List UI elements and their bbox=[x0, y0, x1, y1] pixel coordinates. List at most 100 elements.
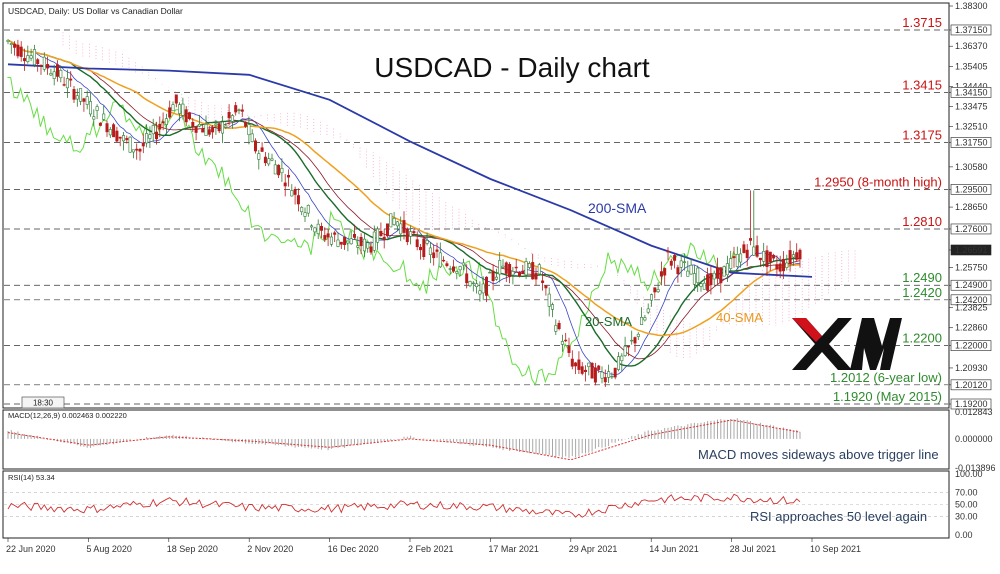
macd-tick-label: -0.013896 bbox=[955, 463, 996, 473]
candle-body bbox=[105, 123, 109, 133]
candle-body bbox=[686, 270, 690, 277]
date-tick-label: 18 Sep 2020 bbox=[167, 544, 218, 554]
logo-red-accent bbox=[792, 318, 822, 342]
candle-body bbox=[214, 123, 218, 126]
candle-body bbox=[669, 260, 673, 266]
candle-body bbox=[343, 236, 347, 246]
rsi-tick-label: 100.00 bbox=[955, 469, 983, 479]
candle-body bbox=[181, 103, 185, 116]
candle-body bbox=[174, 94, 178, 104]
candle-body bbox=[244, 121, 248, 127]
macd-note: MACD moves sideways above trigger line bbox=[698, 447, 939, 462]
candle-body bbox=[102, 113, 106, 120]
candle-body bbox=[785, 262, 789, 268]
candle-body bbox=[72, 89, 76, 100]
candle-body bbox=[623, 345, 627, 356]
price-tick-box bbox=[950, 87, 992, 98]
candle-body bbox=[323, 235, 327, 240]
candle-body bbox=[49, 73, 53, 76]
candle-body bbox=[646, 308, 650, 313]
candle-body bbox=[385, 223, 389, 237]
candle-body bbox=[725, 263, 729, 276]
level-label: 1.2012 (6-year low) bbox=[830, 370, 942, 385]
candle-body bbox=[590, 362, 594, 379]
price-tick-label: 1.25750 bbox=[955, 263, 988, 273]
price-tick-label: 1.34150 bbox=[955, 87, 988, 97]
logo-m-shape bbox=[850, 318, 902, 370]
candle-body bbox=[438, 252, 442, 268]
candle-body bbox=[306, 205, 310, 214]
candle-body bbox=[468, 281, 472, 287]
rsi-title: RSI(14) 53.34 bbox=[8, 473, 55, 482]
candle-body bbox=[544, 285, 548, 289]
candle-body bbox=[207, 129, 211, 135]
candle-body bbox=[550, 304, 554, 310]
candle-body bbox=[131, 149, 135, 153]
candle-body bbox=[461, 262, 465, 266]
sma200-label: 200-SMA bbox=[588, 200, 647, 216]
candle-body bbox=[422, 238, 426, 257]
candle-body bbox=[682, 261, 686, 263]
candle-body bbox=[702, 282, 706, 290]
candle-body bbox=[52, 71, 56, 79]
candle-body bbox=[465, 273, 469, 284]
price-tick-box bbox=[950, 340, 992, 351]
level-label: 1.2200 bbox=[902, 331, 942, 346]
macd-panel-frame bbox=[2, 409, 950, 470]
candle-body bbox=[310, 225, 314, 228]
level-labels: 1.3715 1.3415 1.3175 1.2950 (8-month high) 1… bbox=[814, 15, 942, 404]
candle-body bbox=[356, 245, 360, 248]
candle-body bbox=[762, 251, 766, 262]
candle-body bbox=[161, 121, 165, 124]
candle-body bbox=[442, 259, 446, 262]
candle-body bbox=[491, 270, 495, 281]
candle-body bbox=[451, 266, 455, 272]
candle-body bbox=[475, 283, 479, 287]
candle-body bbox=[286, 174, 290, 178]
candle-body bbox=[247, 124, 251, 136]
price-y-axis: 1.38300 1.37150 1.36370 1.35405 1.344401.341… bbox=[949, 1, 992, 410]
candle-body bbox=[191, 121, 195, 127]
level-label: 1.2950 (8-month high) bbox=[814, 174, 942, 189]
candle-body bbox=[237, 109, 241, 111]
price-tick-box bbox=[950, 24, 992, 36]
candle-body bbox=[26, 55, 30, 62]
candle-body bbox=[649, 294, 653, 301]
candle-body bbox=[55, 64, 59, 77]
candle-body bbox=[603, 377, 607, 383]
candle-body bbox=[435, 249, 439, 252]
candle-body bbox=[389, 213, 393, 228]
candle-body bbox=[432, 252, 436, 259]
candle-body bbox=[145, 133, 149, 144]
price-tick-label: 1.26591 bbox=[955, 245, 988, 255]
price-tick-label: 1.20120 bbox=[955, 380, 988, 390]
candle-body bbox=[607, 371, 611, 378]
level-label: 1.2420 bbox=[902, 285, 942, 300]
candle-body bbox=[395, 221, 399, 227]
candle-body bbox=[141, 142, 145, 147]
candle-body bbox=[32, 49, 36, 66]
candle-body bbox=[382, 236, 386, 240]
candle-body bbox=[501, 265, 505, 268]
candle-body bbox=[6, 39, 10, 42]
candle-body bbox=[339, 241, 343, 245]
chikou-span-line bbox=[7, 76, 741, 386]
candle-body bbox=[541, 280, 545, 283]
candle-body bbox=[148, 134, 152, 139]
price-tick-box bbox=[950, 294, 992, 306]
candle-body bbox=[527, 263, 531, 268]
rsi-tick-label: 30.00 bbox=[955, 512, 978, 522]
candle-body bbox=[92, 116, 96, 120]
candle-body bbox=[125, 138, 129, 141]
date-tick-label: 2 Feb 2021 bbox=[408, 544, 454, 554]
candle-body bbox=[135, 148, 139, 151]
price-tick-label: 1.35405 bbox=[955, 61, 988, 71]
chart-title: USDCAD - Daily chart bbox=[374, 52, 650, 83]
candle-body bbox=[336, 239, 340, 247]
time-marker: 18:30 bbox=[33, 399, 54, 408]
candle-body bbox=[369, 246, 373, 253]
candle-body bbox=[293, 189, 297, 195]
candle-body bbox=[567, 345, 571, 353]
candle-body bbox=[448, 268, 452, 270]
price-tick-label: 1.24900 bbox=[955, 280, 988, 290]
